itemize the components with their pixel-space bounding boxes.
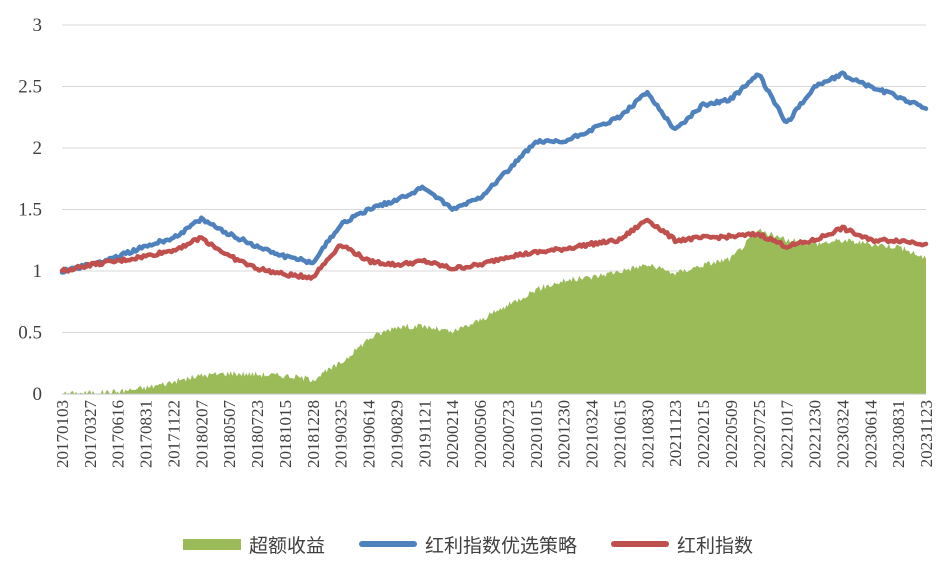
y-tick-label: 2 <box>33 138 43 159</box>
legend-label-excess-return: 超额收益 <box>248 534 325 557</box>
x-tick-label: 20180207 <box>192 400 211 469</box>
x-tick-label: 20181228 <box>304 400 323 468</box>
axis-layer: 0 0.5 1 1.5 2 2.5 3 20170103 20170327 20170616 201… <box>18 15 936 468</box>
legend-swatch-dividend-index <box>611 541 669 547</box>
x-tick-label: 20180723 <box>248 400 267 468</box>
legend-item-strategy: 红利指数优选策略 <box>358 531 577 558</box>
legend-swatch-strategy <box>358 541 417 547</box>
x-tick-label: 20190614 <box>360 400 379 469</box>
legend: 超额收益 红利指数优选策略 红利指数 <box>0 528 936 560</box>
x-tick-label: 20170831 <box>137 400 156 468</box>
y-tick-label: 0.5 <box>18 323 42 344</box>
line-chart: 0 0.5 1 1.5 2 2.5 3 20170103 20170327 20170616 201… <box>18 15 936 468</box>
x-tick-label: 20230831 <box>889 400 908 468</box>
x-tick-label: 20200506 <box>471 400 490 468</box>
x-tick-label: 20171122 <box>164 400 183 467</box>
x-tick-label: 20210324 <box>583 400 602 469</box>
x-tick-label: 20201015 <box>527 400 546 468</box>
area-series-layer <box>62 228 926 394</box>
y-tick-label: 3 <box>33 15 43 36</box>
series-area-excess-return <box>62 228 926 394</box>
series-line-dividend-index <box>59 217 929 281</box>
x-tick-label: 20230614 <box>861 400 880 469</box>
x-tick-label: 20230324 <box>833 400 852 469</box>
x-tick-label: 20180507 <box>220 400 239 469</box>
x-tick-label: 20220725 <box>750 400 769 468</box>
legend-label-dividend-index: 红利指数 <box>677 534 754 557</box>
x-tick-label: 20170103 <box>53 400 72 468</box>
x-tick-label: 20200723 <box>499 400 518 468</box>
x-tick-label: 20170327 <box>81 400 100 469</box>
y-tick-label: 0 <box>33 384 43 405</box>
y-tick-label: 2.5 <box>18 77 42 98</box>
x-tick-label: 20200214 <box>443 400 462 469</box>
y-tick-label: 1.5 <box>18 200 42 221</box>
x-tick-label: 20170616 <box>109 400 128 468</box>
legend-item-dividend-index: 红利指数 <box>611 531 753 558</box>
x-tick-label: 20210830 <box>638 400 657 468</box>
x-tick-label: 20220509 <box>722 400 741 468</box>
x-tick-label: 20211123 <box>666 400 685 467</box>
x-tick-label: 20190325 <box>332 400 351 468</box>
x-tick-label: 20220215 <box>694 400 713 468</box>
x-tick-label: 20181015 <box>276 400 295 468</box>
legend-swatch-excess-return <box>182 538 241 550</box>
x-tick-label: 20190829 <box>387 400 406 468</box>
x-tick-label: 20221017 <box>778 400 797 469</box>
line-series-layer <box>59 70 929 281</box>
series-line-strategy <box>59 70 929 275</box>
x-tick-label: 20231123 <box>917 400 936 467</box>
legend-item-excess-return: 超额收益 <box>182 531 325 558</box>
x-tick-label: 20210615 <box>610 400 629 468</box>
x-tick-label: 20191121 <box>415 400 434 467</box>
y-tick-label: 1 <box>33 261 43 282</box>
legend-label-strategy: 红利指数优选策略 <box>424 534 577 557</box>
x-tick-label: 20221230 <box>806 400 825 468</box>
x-tick-label: 20201230 <box>555 400 574 468</box>
